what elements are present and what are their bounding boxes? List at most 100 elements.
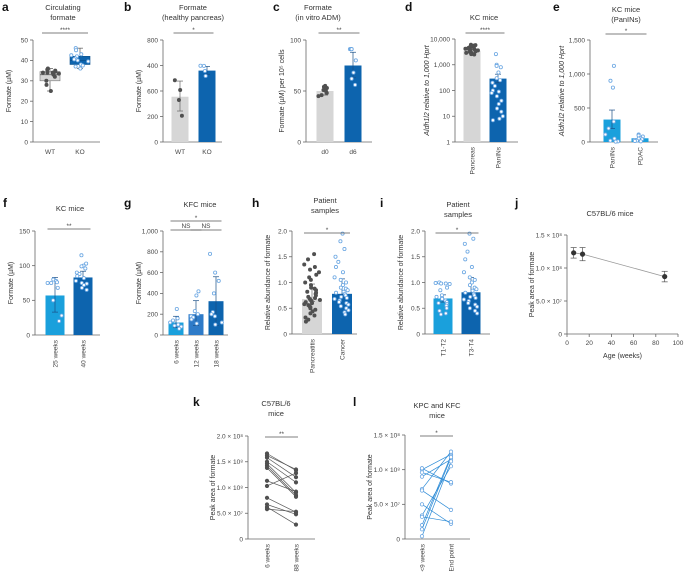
data-point-i: [467, 283, 472, 288]
data-point-h: [308, 277, 313, 282]
x-tick-label-j: 100: [673, 340, 684, 347]
data-point-e: [610, 85, 615, 90]
data-point-k: [264, 495, 270, 500]
y-tick-label-h: 1.0: [278, 280, 287, 287]
y-tick-label-k: 1.5 × 10⁸: [217, 459, 244, 466]
panel-title-j: C57BL/6 mice: [586, 209, 633, 218]
data-point-h: [314, 272, 319, 277]
panel-title-a: Circulating: [45, 3, 80, 12]
data-point-g: [174, 306, 179, 311]
pair-line-k: [266, 497, 297, 513]
x-axis-label-j: Age (weeks): [603, 353, 642, 360]
x-tick-label-c: d0: [321, 149, 329, 156]
data-point-i: [463, 257, 468, 262]
pair-line-k: [266, 461, 297, 483]
y-tick-label-j: 1.0 × 10⁸: [536, 265, 563, 272]
data-point-i: [473, 308, 478, 313]
significance-label-f: **: [66, 223, 72, 230]
pair-line-l: [421, 461, 452, 537]
y-tick-label-d: 1: [446, 139, 450, 146]
data-point-d: [496, 89, 501, 94]
data-point-b: [176, 98, 181, 103]
data-point-a: [52, 74, 57, 79]
data-point-a: [40, 70, 45, 75]
y-tick-label-a: 50: [21, 37, 29, 44]
data-point-h: [312, 265, 317, 270]
y-tick-label-h: 1.5: [278, 254, 287, 261]
data-point-i: [438, 288, 443, 293]
y-axis-label-k: Peak area of formate: [210, 455, 217, 520]
y-tick-label-a: 0: [24, 139, 28, 146]
x-tick-label-h: Pancreatitis: [310, 338, 317, 373]
x-tick-label-b: KO: [202, 149, 211, 156]
data-point-h: [310, 301, 315, 306]
pair-line-k: [266, 455, 297, 470]
y-tick-label-k: 1.0 × 10⁸: [217, 485, 244, 492]
data-point-h: [317, 298, 322, 303]
panel-title-l: mice: [429, 411, 445, 420]
y-tick-label-h: 2.0: [278, 228, 287, 235]
panel-title-i: samples: [444, 210, 472, 219]
data-point-d: [499, 109, 504, 114]
bar-d-panins: [489, 78, 507, 142]
data-point-l: [448, 507, 454, 512]
data-point-g: [213, 270, 218, 275]
x-tick-label-j: 0: [565, 340, 569, 347]
data-point-f: [57, 319, 62, 324]
y-tick-label-a: 40: [21, 58, 29, 65]
panel-label-g: g: [124, 196, 131, 210]
x-tick-label-j: 80: [652, 340, 660, 347]
data-point-g: [175, 316, 180, 321]
data-point-h: [334, 290, 339, 295]
data-point-d: [498, 65, 503, 70]
bar-f-40-weeks: [73, 277, 93, 335]
x-tick-label-e: PDAC: [638, 147, 645, 165]
data-point-h: [346, 308, 351, 313]
y-axis-label-d: Aldh1l2 relative to 1,000 Hprt: [424, 44, 431, 136]
y-tick-label-c: 100: [290, 37, 301, 44]
y-tick-label-j: 1.5 × 10⁸: [536, 232, 563, 239]
data-point-b: [172, 78, 177, 83]
data-point-f: [75, 274, 80, 279]
y-tick-label-k: 2.0 × 10⁸: [217, 433, 244, 440]
data-point-k: [293, 470, 299, 476]
data-point-j: [571, 250, 577, 256]
data-point-e: [606, 126, 611, 131]
panel-title-a: formate: [50, 13, 75, 22]
y-tick-label-c: 0: [297, 139, 301, 146]
data-point-h: [308, 306, 313, 311]
data-point-l: [419, 470, 425, 475]
data-point-a: [79, 52, 84, 57]
data-point-h: [313, 295, 318, 300]
significance-label-b: *: [192, 27, 195, 34]
y-tick-label-k: 0: [239, 536, 243, 543]
data-point-h: [338, 285, 343, 290]
panel-title-c: Formate: [304, 3, 332, 12]
data-point-a: [69, 53, 74, 58]
data-point-h: [338, 277, 343, 282]
data-point-h: [340, 270, 345, 275]
data-point-g: [216, 278, 221, 283]
y-tick-label-e: 500: [574, 105, 585, 112]
panel-title-b: Formate: [179, 3, 207, 12]
data-point-h: [339, 294, 344, 299]
data-point-k: [264, 478, 270, 483]
bar-i-t1-t2: [433, 298, 453, 334]
data-point-d: [489, 90, 494, 95]
data-point-h: [302, 302, 307, 307]
y-tick-label-g: 600: [147, 270, 158, 277]
y-tick-label-a: 30: [21, 78, 29, 85]
data-point-l: [419, 466, 425, 471]
pair-line-l: [421, 454, 452, 470]
pair-line-k: [266, 463, 297, 493]
data-point-a: [72, 57, 77, 62]
bar-h-pancreatitis: [302, 298, 322, 334]
y-tick-label-f: 150: [19, 228, 30, 235]
bar-c-d6: [344, 65, 362, 142]
data-point-a: [86, 59, 91, 64]
data-point-g: [177, 326, 182, 331]
bar-c-d0: [316, 91, 334, 142]
data-point-a: [45, 70, 50, 75]
data-point-l: [448, 449, 454, 454]
